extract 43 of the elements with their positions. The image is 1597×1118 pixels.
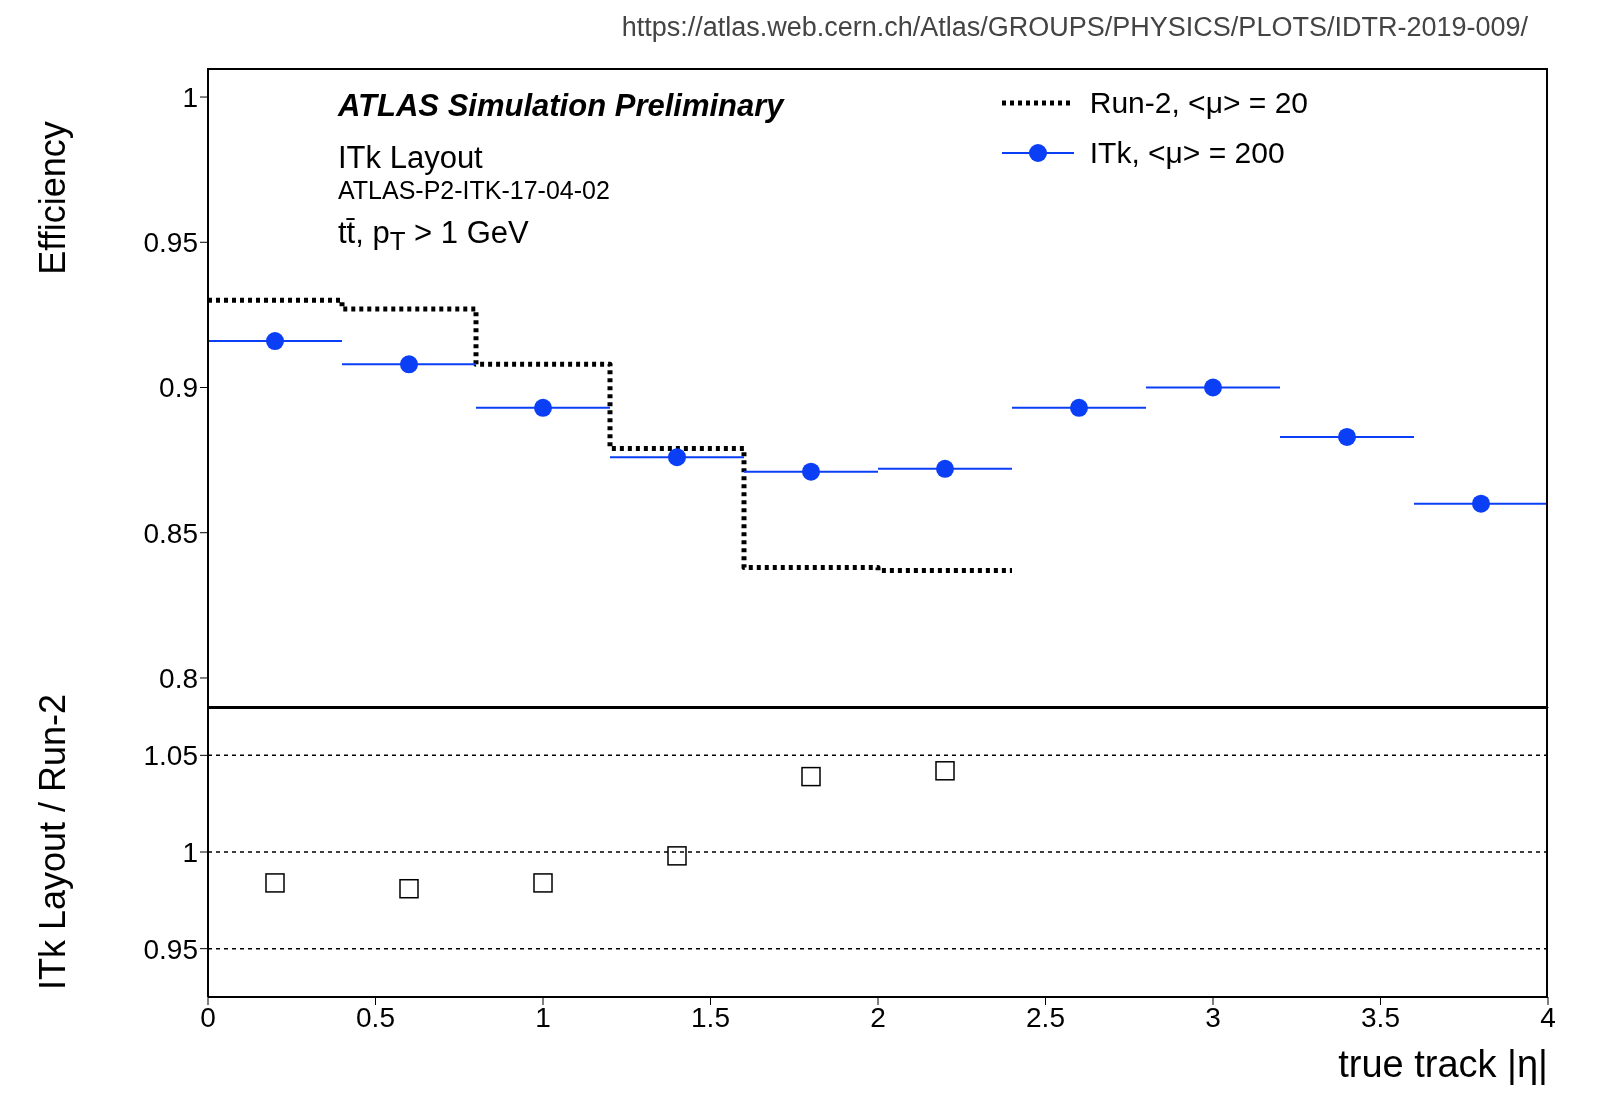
annotation: ATLAS-P2-ITK-17-04-02 — [338, 176, 610, 204]
y-tick-label: 0.9 — [159, 372, 198, 404]
point — [266, 332, 284, 351]
x-tick-label: 2 — [870, 1001, 886, 1033]
point — [935, 761, 955, 781]
y-axis-title: ITk Layout / Run-2 — [32, 693, 74, 991]
y-tick-label: 1 — [182, 836, 198, 868]
y-tick-label: 1 — [182, 81, 198, 113]
text: https://atlas.web.cern.ch/Atlas/GROUPS/PHYSICS/PLOTS/IDTR-2019-009/ — [621, 12, 1528, 42]
point — [668, 448, 686, 467]
x-tick-label: 3.5 — [1361, 1001, 1400, 1033]
y-tick-label: 0.8 — [159, 662, 198, 694]
point — [1070, 398, 1088, 417]
annotation: tt̄, p$_{T}$ > 1 GeV — [338, 215, 529, 256]
y-tick-label: 0.85 — [143, 517, 198, 549]
y-tick-label: 0.95 — [143, 933, 198, 965]
point — [802, 462, 820, 481]
point — [667, 846, 687, 866]
x-tick-label: 1 — [535, 1001, 551, 1033]
text: ATLAS Simulation Preliminary — [338, 88, 784, 123]
legend-label: Run-2, <μ> = 20 — [1089, 85, 1308, 121]
point — [801, 766, 821, 787]
x-tick-label: 0 — [200, 1001, 216, 1033]
point — [1472, 494, 1490, 513]
point — [534, 398, 552, 417]
legend-label: ITk, <μ> = 200 — [1089, 135, 1285, 171]
point — [265, 873, 285, 893]
point — [1338, 427, 1356, 446]
point — [1204, 378, 1222, 397]
y-axis-title: Efficiency — [32, 121, 73, 275]
x-tick-label: 3 — [1205, 1001, 1221, 1033]
point — [400, 355, 418, 374]
x-axis-title: true track |η| — [1338, 1043, 1548, 1085]
point — [399, 878, 419, 899]
y-tick-label: 1.05 — [143, 740, 198, 772]
annotation: ITk Layout — [338, 140, 483, 175]
y-tick-label: 0.95 — [143, 227, 198, 259]
point — [533, 873, 553, 893]
x-tick-label: 0.5 — [356, 1001, 395, 1033]
x-tick-label: 1.5 — [691, 1001, 730, 1033]
x-tick-label: 4 — [1540, 1001, 1556, 1033]
point — [936, 459, 954, 478]
x-tick-label: 2.5 — [1026, 1001, 1065, 1033]
